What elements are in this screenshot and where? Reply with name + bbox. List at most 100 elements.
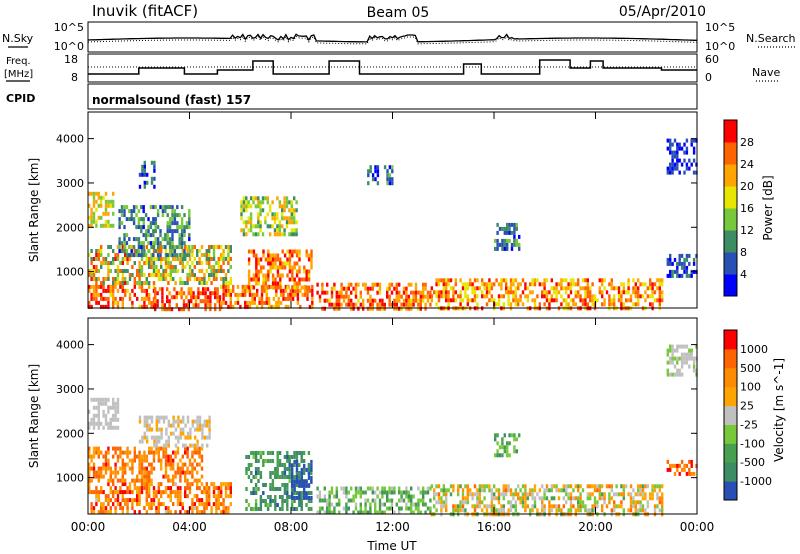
cell-region-3 xyxy=(262,249,265,254)
cell-region-12 xyxy=(666,261,669,266)
cell-region-8 xyxy=(402,302,406,307)
cell-region-4 xyxy=(167,257,170,261)
cell-region-5 xyxy=(104,199,108,204)
cell-region-6 xyxy=(123,233,126,238)
cell-region-1 xyxy=(100,470,103,475)
cell-region-6 xyxy=(318,490,322,495)
cell-region-13 xyxy=(153,168,156,173)
cell-region-6 xyxy=(161,245,165,250)
cell-region-7 xyxy=(283,228,286,233)
cell-region-0 xyxy=(140,304,144,309)
cell-region-0 xyxy=(119,490,122,495)
cell-region-9 xyxy=(646,286,649,291)
cell-region-9 xyxy=(449,298,453,303)
nave-label: Nave xyxy=(752,66,780,79)
cell-region-0 xyxy=(215,510,218,515)
cell-region-9 xyxy=(490,286,493,291)
cell-region-3 xyxy=(255,253,258,258)
cell-region-9 xyxy=(440,294,443,299)
cell-region-6 xyxy=(178,233,181,238)
cell-region-8 xyxy=(381,306,384,311)
cell-region-8 xyxy=(338,290,341,295)
cell-region-0 xyxy=(157,510,160,515)
cell-region-9 xyxy=(591,302,594,307)
cell-region-0 xyxy=(131,300,134,305)
cell-region-3 xyxy=(303,285,306,290)
cell-region-2 xyxy=(97,421,100,426)
cell-region-4 xyxy=(133,261,136,265)
cell-region-2 xyxy=(253,296,256,301)
cell-region-4 xyxy=(229,281,232,285)
cell-region-7 xyxy=(500,492,503,497)
cell-region-8 xyxy=(326,290,329,295)
cell-region-9 xyxy=(500,278,503,283)
cell-region-6 xyxy=(335,486,338,491)
cell-region-4 xyxy=(152,261,156,265)
cell-region-7 xyxy=(586,492,589,497)
cell-region-1 xyxy=(154,303,157,308)
cell-region-9 xyxy=(676,348,679,353)
cell-region-6 xyxy=(183,253,186,258)
cell-region-8 xyxy=(347,302,350,307)
cell-region-3 xyxy=(155,439,158,444)
cell-region-4 xyxy=(126,281,129,285)
cell-region-6 xyxy=(422,486,425,491)
cell-region-7 xyxy=(653,484,657,489)
cell-region-3 xyxy=(174,435,178,440)
cell-region-7 xyxy=(543,496,546,501)
cell-region-0 xyxy=(128,486,132,491)
cell-region-4 xyxy=(278,495,282,499)
cell-region-7 xyxy=(288,220,291,225)
cell-region-9 xyxy=(622,302,625,307)
cell-region-3 xyxy=(255,261,258,266)
cell-region-7 xyxy=(435,492,438,497)
cell-region-6 xyxy=(144,233,148,238)
cell-region-9 xyxy=(473,298,477,303)
cell-region-1 xyxy=(158,287,162,292)
cell-region-8 xyxy=(359,302,362,307)
cell-region-3 xyxy=(167,439,170,444)
cell-region-2 xyxy=(222,292,225,297)
cell-region-4 xyxy=(184,281,187,285)
cell-region-9 xyxy=(476,294,479,299)
cell-region-6 xyxy=(144,213,148,218)
cell-region-8 xyxy=(374,282,377,287)
cell-region-14 xyxy=(388,173,392,178)
frequency-line xyxy=(88,59,697,75)
cell-region-7 xyxy=(290,212,293,217)
cell-region-9 xyxy=(490,294,493,299)
cell-region-5 xyxy=(305,495,308,500)
cell-region-0 xyxy=(227,510,230,515)
cell-region-0 xyxy=(97,490,100,495)
cell-region-7 xyxy=(521,484,525,489)
cell-region-13 xyxy=(138,172,142,177)
cell-region-4 xyxy=(269,451,272,455)
cell-region-6 xyxy=(168,237,172,242)
cell-region-7 xyxy=(435,508,438,513)
cell-region-0 xyxy=(191,502,194,507)
cell-region-3 xyxy=(247,273,251,278)
cell-region-4 xyxy=(266,495,270,499)
cell-region-9 xyxy=(639,294,642,299)
cell-region-4 xyxy=(310,499,313,503)
cell-region-5 xyxy=(100,223,103,228)
cell-region-4 xyxy=(136,253,139,257)
cell-region-2 xyxy=(294,288,297,293)
cell-region-0 xyxy=(112,490,115,495)
cell-region-8 xyxy=(419,290,422,295)
cell-region-3 xyxy=(250,249,253,254)
cell-region-9 xyxy=(637,298,640,303)
cell-region-6 xyxy=(166,221,169,226)
cell-region-4 xyxy=(176,257,180,261)
cell-region-9 xyxy=(541,290,544,295)
y-tick-label: 4000 xyxy=(56,339,84,352)
cell-region-3 xyxy=(198,419,202,424)
cell-region-4 xyxy=(109,261,112,265)
cell-region-6 xyxy=(352,510,355,515)
cell-region-2 xyxy=(241,284,244,289)
cell-region-9 xyxy=(445,286,448,291)
cell-region-6 xyxy=(120,221,124,226)
cell-region-3 xyxy=(182,419,185,424)
cell-region-1 xyxy=(184,462,187,467)
cell-region-10 xyxy=(503,230,506,235)
